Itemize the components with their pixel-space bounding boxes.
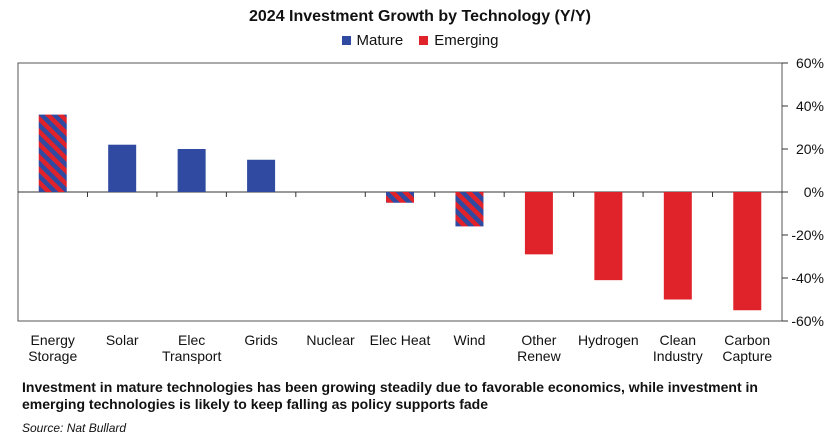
x-tick-label-line: Capture	[722, 348, 772, 364]
x-tick-label-line: Renew	[517, 348, 561, 364]
x-tick-label-line: Elec Heat	[370, 332, 431, 348]
chart-title: 2024 Investment Growth by Technology (Y/…	[249, 8, 591, 25]
x-tick-label-line: Hydrogen	[578, 332, 639, 348]
x-tick-label-line: Wind	[454, 332, 486, 348]
bar	[177, 149, 206, 192]
y-tick-label: 20%	[796, 141, 824, 157]
x-tick-label: Other Renew	[517, 332, 561, 364]
x-tick-label: Grids	[244, 332, 277, 348]
x-tick-label: Hydrogen	[578, 332, 639, 348]
chart-source: Source: Nat Bullard	[22, 421, 127, 435]
x-tick-label-line: Storage	[28, 348, 77, 364]
bar	[247, 159, 276, 192]
chart-caption: Investment in mature technologies has be…	[22, 379, 758, 412]
bar	[733, 192, 762, 311]
legend-label-mature: Mature	[356, 32, 404, 49]
legend-swatch-emerging	[419, 36, 429, 45]
x-tick-label-line: Clean	[660, 332, 697, 348]
x-tick-label-line: Energy	[31, 332, 75, 348]
y-tick-label: 60%	[796, 55, 824, 71]
legend-swatch-mature	[341, 36, 351, 45]
bar	[386, 192, 414, 203]
x-tick-label: Energy Storage	[28, 332, 77, 364]
y-tick-label: 0%	[804, 184, 824, 200]
legend-item-mature: Mature	[341, 32, 404, 49]
bar	[524, 192, 553, 255]
y-tick-label: -20%	[791, 227, 824, 243]
chart-legend: Mature Emerging	[0, 32, 840, 49]
x-tick-label: Elec Transport	[162, 332, 222, 364]
legend-item-emerging: Emerging	[419, 32, 498, 49]
x-tick-label: Clean Industry	[653, 332, 703, 364]
x-tick-label-line: Other	[521, 332, 556, 348]
x-tick-label: Nuclear	[306, 332, 355, 348]
bar	[663, 192, 692, 300]
x-tick-label-line: Carbon	[724, 332, 770, 348]
y-tick-label: 40%	[796, 98, 824, 114]
x-tick-label: Carbon Capture	[722, 332, 772, 364]
x-tick-label: Wind	[454, 332, 486, 348]
x-tick-label: Solar	[106, 332, 139, 348]
x-tick-label-line: Grids	[244, 332, 277, 348]
legend-label-emerging: Emerging	[434, 32, 499, 49]
x-tick-label-line: Transport	[162, 348, 222, 364]
bar	[455, 192, 484, 227]
bar	[108, 144, 137, 192]
bar	[594, 192, 623, 281]
x-tick-label-line: Nuclear	[306, 332, 355, 348]
x-tick-label-line: Industry	[653, 348, 703, 364]
y-tick-label: -60%	[791, 313, 824, 329]
bar	[38, 114, 67, 192]
x-tick-label-line: Elec	[178, 332, 205, 348]
x-tick-label: Elec Heat	[370, 332, 431, 348]
y-tick-label: -40%	[791, 270, 824, 286]
x-tick-label-line: Solar	[106, 332, 139, 348]
